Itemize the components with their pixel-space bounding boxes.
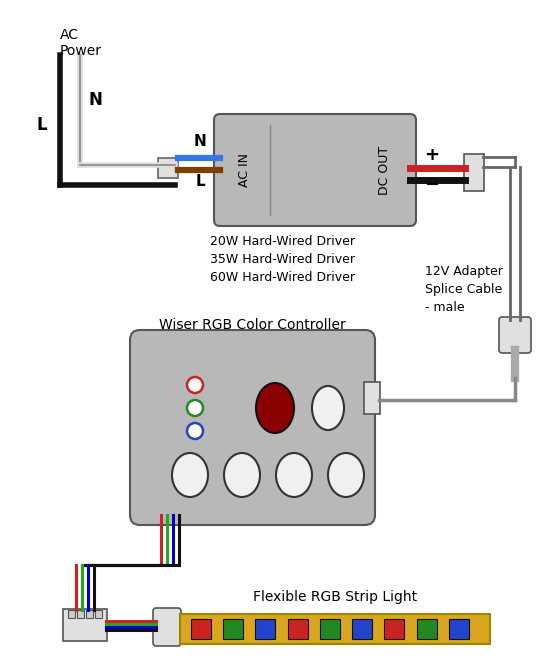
Text: N: N	[194, 135, 206, 150]
Text: L: L	[37, 116, 47, 134]
Text: +: +	[424, 146, 439, 164]
Ellipse shape	[276, 453, 312, 497]
Text: 12V Adapter
Splice Cable
- male: 12V Adapter Splice Cable - male	[425, 265, 503, 314]
FancyBboxPatch shape	[320, 619, 340, 639]
FancyBboxPatch shape	[223, 619, 243, 639]
Text: AC
Power: AC Power	[60, 28, 102, 58]
Ellipse shape	[224, 453, 260, 497]
FancyBboxPatch shape	[449, 619, 469, 639]
FancyBboxPatch shape	[180, 614, 490, 644]
FancyBboxPatch shape	[77, 610, 84, 618]
Circle shape	[187, 377, 203, 393]
Text: 20W Hard-Wired Driver
35W Hard-Wired Driver
60W Hard-Wired Driver: 20W Hard-Wired Driver 35W Hard-Wired Dri…	[210, 235, 355, 284]
Ellipse shape	[172, 453, 208, 497]
Circle shape	[187, 423, 203, 439]
FancyBboxPatch shape	[191, 619, 211, 639]
FancyBboxPatch shape	[214, 114, 416, 226]
Text: L: L	[195, 174, 205, 189]
FancyBboxPatch shape	[416, 619, 437, 639]
FancyBboxPatch shape	[68, 610, 75, 618]
FancyBboxPatch shape	[384, 619, 404, 639]
FancyBboxPatch shape	[86, 610, 93, 618]
FancyBboxPatch shape	[464, 154, 484, 191]
FancyBboxPatch shape	[130, 330, 375, 525]
Text: −: −	[424, 176, 439, 194]
FancyBboxPatch shape	[255, 619, 276, 639]
Ellipse shape	[256, 383, 294, 433]
Text: AC IN: AC IN	[239, 153, 251, 187]
FancyBboxPatch shape	[63, 609, 107, 641]
FancyBboxPatch shape	[352, 619, 372, 639]
Text: N: N	[88, 91, 102, 109]
FancyBboxPatch shape	[153, 608, 181, 646]
FancyBboxPatch shape	[288, 619, 307, 639]
Text: Flexible RGB Strip Light: Flexible RGB Strip Light	[253, 590, 417, 604]
Ellipse shape	[312, 386, 344, 430]
FancyBboxPatch shape	[95, 610, 102, 618]
Circle shape	[187, 400, 203, 416]
Ellipse shape	[328, 453, 364, 497]
Text: Wiser RGB Color Controller: Wiser RGB Color Controller	[158, 318, 345, 332]
FancyBboxPatch shape	[364, 382, 380, 414]
FancyBboxPatch shape	[499, 317, 531, 353]
FancyBboxPatch shape	[158, 158, 178, 178]
Text: DC OUT: DC OUT	[378, 145, 392, 195]
